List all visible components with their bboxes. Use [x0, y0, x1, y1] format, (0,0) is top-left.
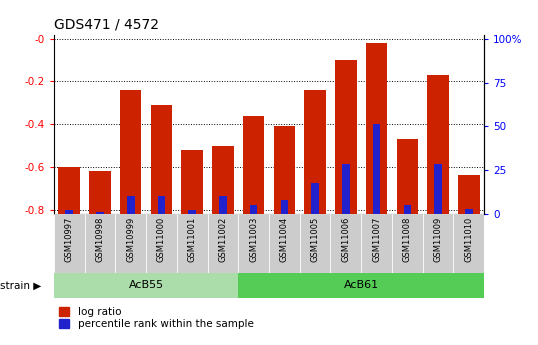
Text: GSM11001: GSM11001	[188, 217, 197, 262]
Bar	[243, 116, 264, 214]
Text: GSM11008: GSM11008	[403, 217, 412, 262]
Text: GSM11000: GSM11000	[157, 217, 166, 262]
Bar	[434, 164, 442, 214]
Bar	[120, 90, 141, 214]
Text: GSM11006: GSM11006	[341, 217, 350, 262]
Bar	[397, 139, 418, 214]
Text: strain ▶: strain ▶	[0, 280, 41, 290]
Legend: log ratio, percentile rank within the sample: log ratio, percentile rank within the sa…	[59, 307, 253, 329]
Bar	[238, 273, 484, 298]
Bar	[115, 214, 146, 273]
Bar	[158, 196, 165, 214]
Bar	[300, 214, 330, 273]
Bar	[89, 171, 111, 214]
Bar	[465, 208, 473, 214]
Bar	[250, 205, 258, 214]
Bar	[212, 146, 233, 214]
Bar	[366, 43, 387, 214]
Bar	[59, 167, 80, 214]
Bar	[404, 205, 411, 214]
Text: GSM11005: GSM11005	[310, 217, 320, 262]
Bar	[177, 214, 208, 273]
Bar	[427, 75, 449, 214]
Bar	[305, 90, 326, 214]
Bar	[335, 60, 357, 214]
Text: GSM11003: GSM11003	[249, 217, 258, 262]
Bar	[188, 210, 196, 214]
Bar	[312, 184, 319, 214]
Text: GSM11009: GSM11009	[434, 217, 443, 262]
Bar	[330, 214, 361, 273]
Bar	[54, 214, 84, 273]
Text: GSM10998: GSM10998	[95, 217, 104, 262]
Bar	[454, 214, 484, 273]
Bar	[96, 212, 104, 214]
Text: GSM10999: GSM10999	[126, 217, 135, 262]
Bar	[361, 214, 392, 273]
Text: GSM10997: GSM10997	[65, 217, 74, 262]
Text: AcB61: AcB61	[344, 280, 379, 290]
Bar	[274, 126, 295, 214]
Bar	[238, 214, 269, 273]
Bar	[342, 164, 350, 214]
Bar	[423, 214, 454, 273]
Bar	[146, 214, 177, 273]
Bar	[219, 196, 226, 214]
Bar	[373, 124, 380, 214]
Text: GSM11007: GSM11007	[372, 217, 381, 262]
Bar	[269, 214, 300, 273]
Bar	[84, 214, 115, 273]
Bar	[151, 105, 172, 214]
Bar	[280, 199, 288, 214]
Text: GSM11010: GSM11010	[464, 217, 473, 262]
Bar	[458, 176, 479, 214]
Text: AcB55: AcB55	[129, 280, 164, 290]
Bar	[392, 214, 423, 273]
Bar	[65, 210, 73, 214]
Text: GDS471 / 4572: GDS471 / 4572	[54, 18, 159, 32]
Bar	[208, 214, 238, 273]
Bar	[54, 273, 238, 298]
Text: GSM11004: GSM11004	[280, 217, 289, 262]
Bar	[127, 196, 134, 214]
Text: GSM11002: GSM11002	[218, 217, 228, 262]
Bar	[181, 150, 203, 214]
